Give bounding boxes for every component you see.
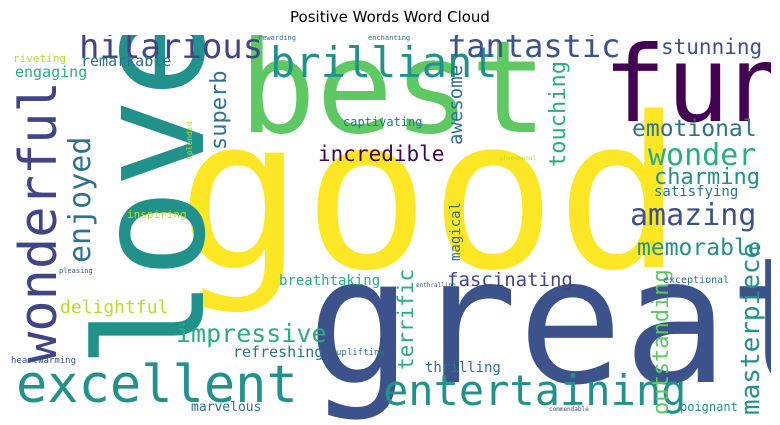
word-wonder: wonder <box>648 138 757 173</box>
word-touching: touching <box>546 61 571 167</box>
word-splendid: splendid <box>185 121 194 160</box>
word-emotional: emotional <box>632 116 757 142</box>
word-entertaining: entertaining <box>383 366 687 415</box>
word-enjoyed: enjoyed <box>63 136 98 263</box>
word-masterpiece: masterpiece <box>736 242 766 415</box>
word-incredible: incredible <box>318 142 445 166</box>
word-commendable: commendable <box>549 406 589 413</box>
word-thrilling: thrilling <box>425 360 501 376</box>
word-amazing: amazing <box>630 198 757 233</box>
word-awesome: awesome <box>445 64 467 145</box>
word-inspiring: inspiring <box>127 208 187 221</box>
word-fun: fun <box>603 35 771 146</box>
word-poignant: poignant <box>680 400 738 414</box>
word-terrific: terrific <box>394 268 418 370</box>
word-good: good <box>177 72 683 317</box>
word-rewarding: rewarding <box>258 35 296 42</box>
word-enchanting: enchanting <box>368 35 411 42</box>
word-refreshing: refreshing <box>233 343 324 361</box>
word-stunning: stunning <box>661 35 763 59</box>
word-fascinating: fascinating <box>447 269 573 291</box>
word-memorable: memorable <box>637 235 762 261</box>
word-heartwarming: heartwarming <box>11 356 77 366</box>
word-enthralling: enthralling <box>416 282 456 289</box>
word-marvelous: marvelous <box>191 400 262 415</box>
word-magical: magical <box>448 201 464 261</box>
word-exceptional: exceptional <box>663 275 730 286</box>
word-wonderful: wonderful <box>11 81 69 363</box>
word-superb: superb <box>207 70 232 150</box>
word-remarkable: remarkable <box>81 52 172 70</box>
word-engaging: engaging <box>15 63 88 81</box>
word-uplifting: uplifting <box>336 348 385 358</box>
word-brilliant: brilliant <box>270 38 498 87</box>
word-satisfying: satisfying <box>654 184 739 200</box>
word-breathtaking: breathtaking <box>279 273 381 289</box>
word-cloud: good great love best fun excellent wonde… <box>11 35 771 422</box>
word-impressive: impressive <box>176 319 327 348</box>
word-charming: charming <box>654 165 760 190</box>
word-delightful: delightful <box>60 297 169 318</box>
word-captivating: captivating <box>343 115 423 129</box>
word-pleasing: pleasing <box>59 267 93 275</box>
word-phenomenal: phenomenal <box>500 155 537 162</box>
word-riveting: riveting <box>13 52 66 65</box>
word-hilarious: hilarious <box>79 35 264 67</box>
word-fantastic: fantastic <box>447 35 621 65</box>
chart-title: Positive Words Word Cloud <box>290 8 490 26</box>
word-great: great <box>307 221 771 422</box>
word-best: best <box>239 35 548 163</box>
word-excellent: excellent <box>16 355 298 415</box>
word-outstanding: outstanding <box>649 269 674 415</box>
